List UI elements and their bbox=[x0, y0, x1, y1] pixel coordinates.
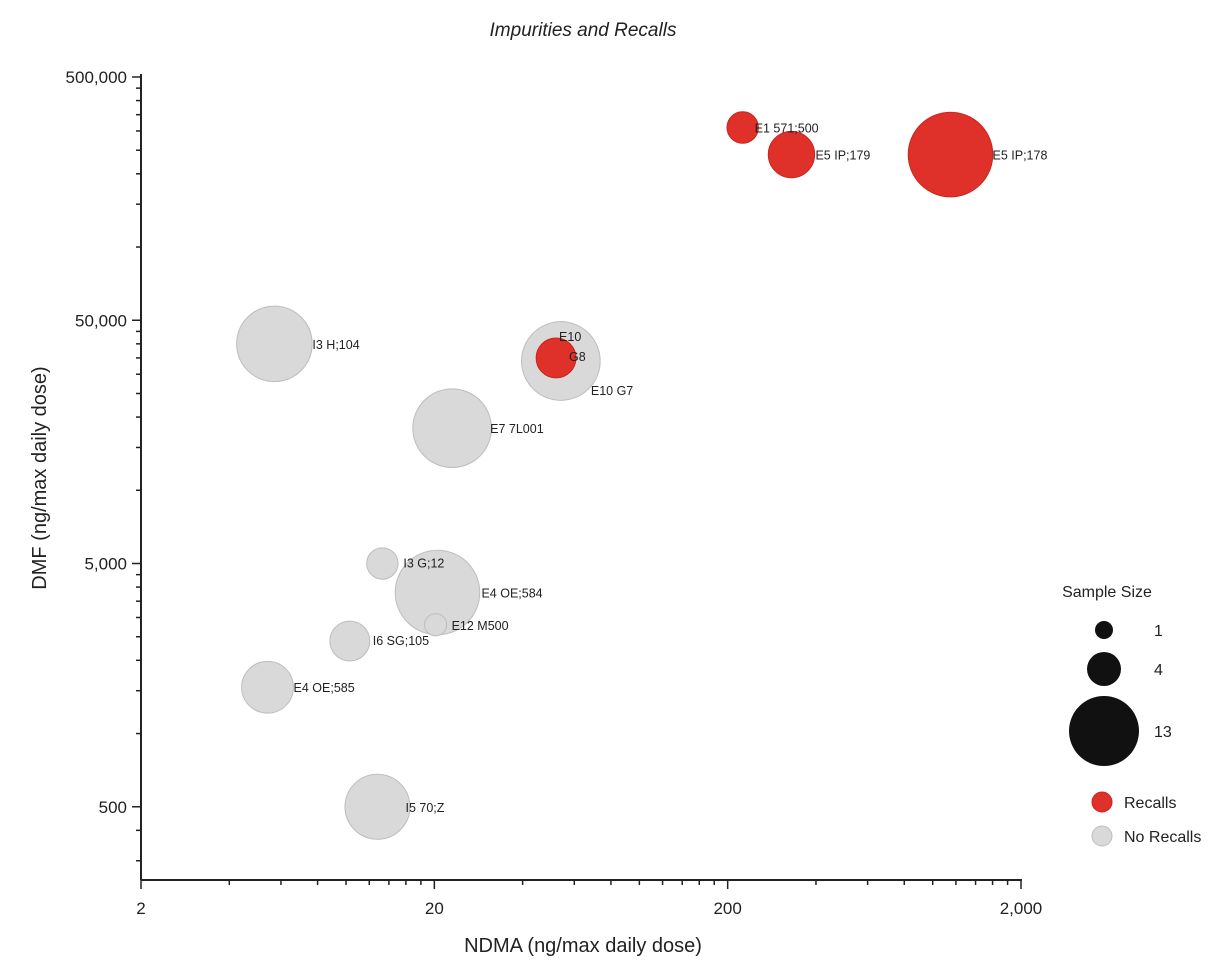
point-label: E1 571;500 bbox=[755, 122, 819, 136]
point-label: E12 M500 bbox=[452, 619, 509, 633]
size-legend-circle bbox=[1087, 652, 1121, 686]
color-legend: Recalls No Recalls bbox=[1091, 791, 1201, 847]
point-label: G8 bbox=[569, 350, 586, 364]
point-label: E5 IP;179 bbox=[815, 149, 870, 163]
bubble-recall bbox=[726, 111, 759, 144]
bubble-no-recall bbox=[424, 613, 448, 637]
point-labels: E4 OE;584 E10 G7 E7 7L001 I3 H;104 I5 70;Z E4… bbox=[294, 122, 1048, 815]
bubble-no-recall bbox=[236, 305, 313, 383]
bubble-no-recall bbox=[366, 547, 399, 580]
point-label: E10 bbox=[559, 330, 581, 344]
y-tick-label: 50,000 bbox=[75, 311, 127, 330]
axes: 2 20 200 2,000 500 5,000 50,000 500,000 bbox=[66, 68, 1043, 918]
bubble-no-recall bbox=[412, 388, 492, 469]
x-tick-label: 200 bbox=[713, 899, 741, 918]
size-legend-title: Sample Size bbox=[1062, 584, 1152, 601]
point-label: E7 7L001 bbox=[490, 422, 544, 436]
point-label: E5 IP;178 bbox=[993, 149, 1048, 163]
size-legend-label: 4 bbox=[1154, 662, 1163, 679]
y-axis-title: DMF (ng/max daily dose) bbox=[29, 366, 51, 589]
legend: Sample Size 1 4 13 Recalls No Recalls bbox=[1062, 584, 1201, 847]
bubble-recall bbox=[767, 130, 816, 179]
x-tick-label: 2 bbox=[136, 899, 145, 918]
size-legend-label: 1 bbox=[1154, 623, 1163, 640]
color-legend-swatch bbox=[1091, 825, 1113, 847]
size-legend: 1 4 13 bbox=[1069, 621, 1172, 766]
bubbles bbox=[236, 111, 994, 840]
bubble-no-recall bbox=[344, 773, 411, 840]
color-legend-label: No Recalls bbox=[1124, 829, 1201, 846]
chart-title: Impurities and Recalls bbox=[490, 20, 677, 41]
x-tick-label: 2,000 bbox=[1000, 899, 1043, 918]
point-label: I6 SG;105 bbox=[373, 634, 429, 648]
bubble-no-recall bbox=[329, 620, 371, 662]
bubble-no-recall bbox=[241, 660, 294, 714]
size-legend-label: 13 bbox=[1154, 724, 1172, 741]
point-label: I3 G;12 bbox=[403, 557, 444, 571]
size-legend-circle bbox=[1095, 621, 1113, 639]
y-tick-label: 5,000 bbox=[84, 555, 127, 574]
y-tick-label: 500 bbox=[99, 798, 127, 817]
size-legend-circle bbox=[1069, 696, 1139, 766]
color-legend-label: Recalls bbox=[1124, 795, 1176, 812]
y-tick-label: 500,000 bbox=[66, 68, 127, 87]
color-legend-swatch bbox=[1091, 791, 1113, 813]
point-label: E4 OE;584 bbox=[481, 587, 542, 601]
bubble-recall bbox=[535, 337, 577, 379]
point-label: E4 OE;585 bbox=[294, 681, 355, 695]
point-label: I5 70;Z bbox=[405, 801, 444, 815]
point-label: I3 H;104 bbox=[312, 338, 359, 352]
bubble-recall bbox=[907, 111, 994, 198]
point-label: E10 G7 bbox=[591, 384, 633, 398]
x-tick-label: 20 bbox=[425, 899, 444, 918]
x-axis-title: NDMA (ng/max daily dose) bbox=[464, 935, 702, 957]
